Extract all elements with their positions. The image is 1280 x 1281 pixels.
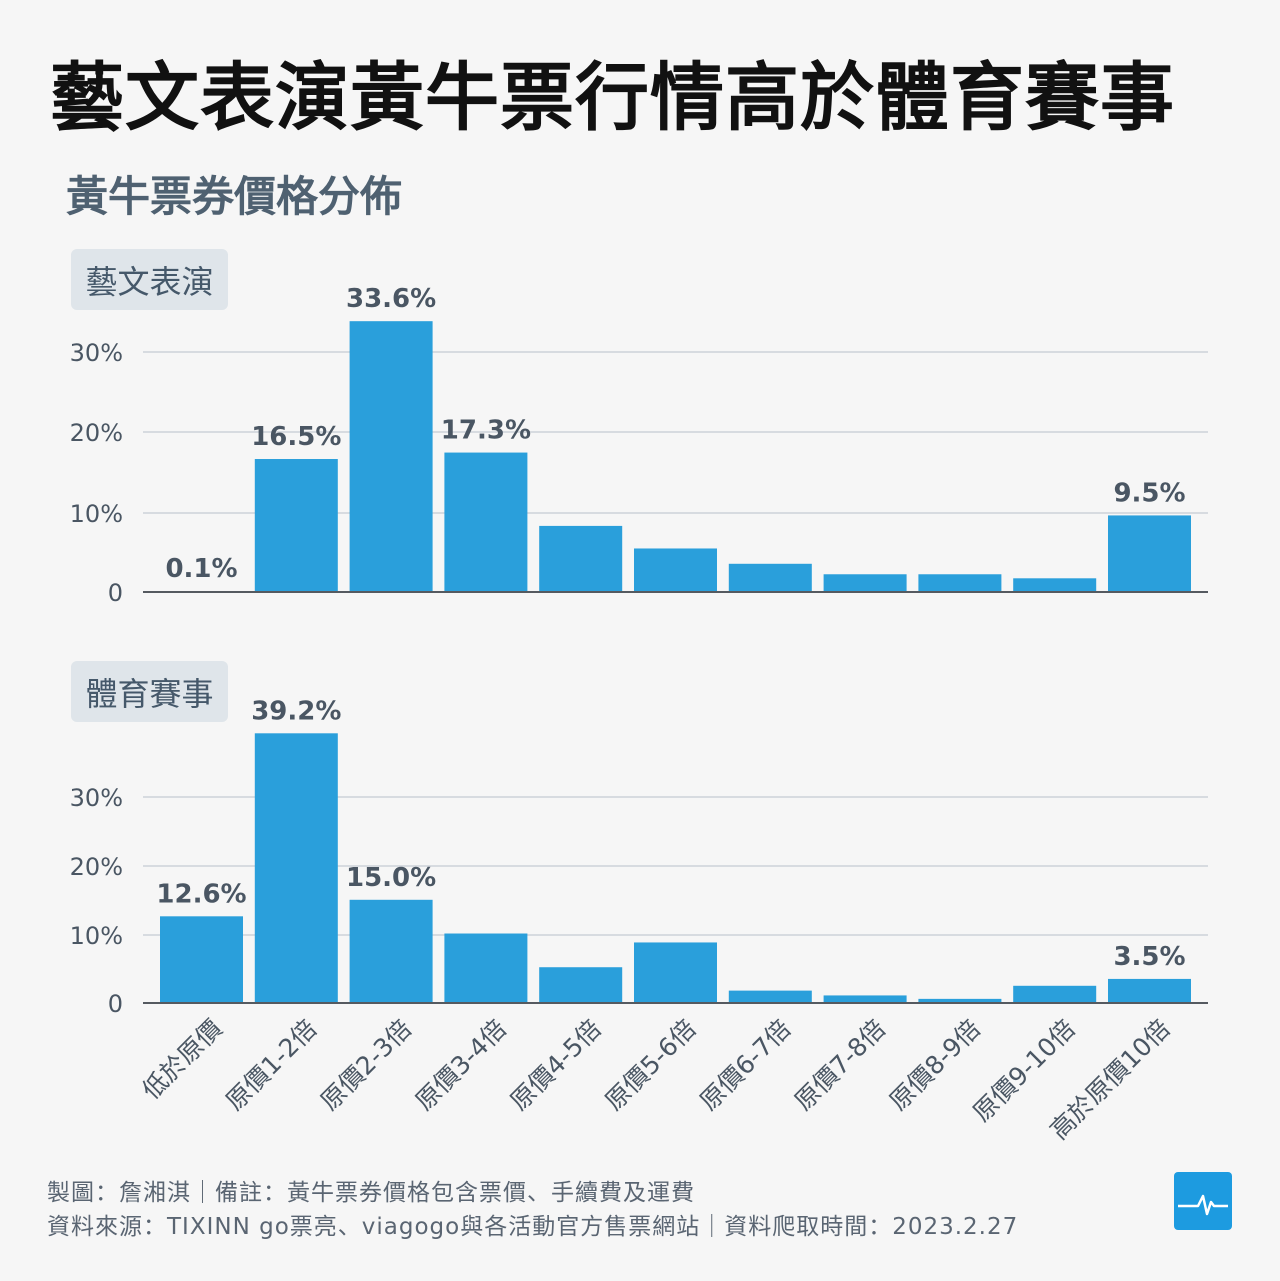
bar [634,942,717,1003]
page-title: 藝文表演黃牛票行情高於體育賽事 [50,55,1175,141]
panel-label-arts: 藝文表演 [71,249,228,310]
x-tick-label: 原價7-8倍 [789,1014,891,1116]
bar [918,998,1002,1003]
y-tick-label: 0 [108,579,123,607]
data-label: 15.0% [346,863,436,893]
data-label: 39.2% [251,696,341,726]
bar [823,995,907,1003]
bar [1108,515,1191,592]
x-tick-label: 原價8-9倍 [884,1014,986,1116]
data-label: 9.5% [1113,478,1185,508]
bar [1013,578,1097,592]
data-label: 17.3% [441,416,531,446]
pulse-line-icon [1174,1172,1232,1230]
footer-credits: 製圖：詹湘淇｜備註：黃牛票券價格包含票價、手續費及運費 [47,1180,695,1206]
chart-subtitle: 黃牛票券價格分佈 [66,172,403,221]
x-tick-label: 原價6-7倍 [694,1014,796,1116]
bar [444,933,528,1003]
bar [539,525,623,592]
y-tick-label: 10% [70,500,123,528]
x-tick-label: 原價2-3倍 [315,1014,417,1116]
data-label: 0.1% [165,554,237,584]
data-label: 16.5% [251,422,341,452]
bar [823,574,907,592]
x-tick-label: 原價3-4倍 [410,1014,512,1116]
y-tick-label: 20% [70,419,123,447]
bar [349,899,433,1003]
bar [254,733,338,1003]
x-tick-label: 原價1-2倍 [220,1014,322,1116]
data-label: 33.6% [346,284,436,314]
bar [1108,978,1191,1003]
y-tick-label: 30% [70,784,123,812]
data-label: 12.6% [156,879,246,909]
x-tick-label: 原價4-5倍 [505,1014,607,1116]
y-tick-label: 10% [70,922,123,950]
bar [349,321,433,592]
bar [728,990,812,1003]
bar [254,459,338,592]
y-tick-label: 30% [70,339,123,367]
y-tick-label: 20% [70,853,123,881]
footer-source: 資料來源：TIXINN go票亮、viagogo與各活動官方售票網站｜資料爬取時… [47,1214,1019,1240]
x-tick-label: 原價5-6倍 [599,1014,701,1116]
panel-label-sports: 體育賽事 [71,661,228,722]
bar [634,548,717,592]
bar [444,452,528,592]
x-tick-label: 低於原價 [137,1014,228,1105]
data-label: 3.5% [1113,942,1185,972]
bar [918,574,1002,592]
bar [160,916,243,1003]
y-tick-label: 0 [108,990,123,1018]
bar [728,563,812,592]
bar [1013,985,1097,1003]
bar [539,967,623,1003]
